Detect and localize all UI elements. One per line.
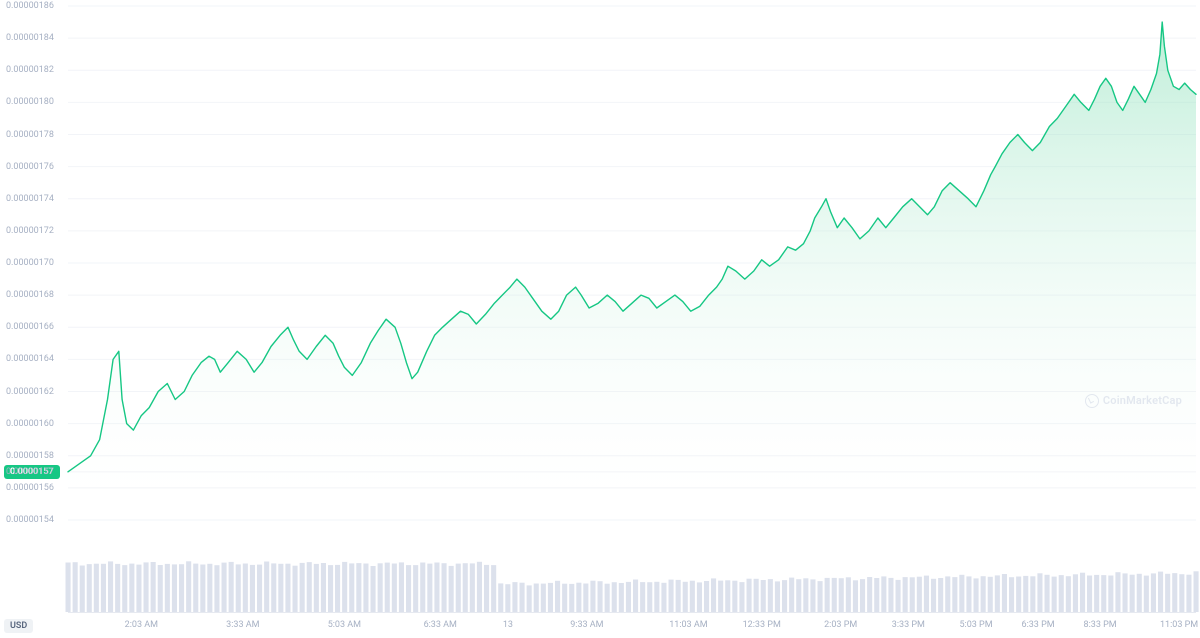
x-axis-label: 9:33 AM bbox=[570, 620, 603, 630]
y-axis-label: 0.00000184 bbox=[6, 33, 54, 43]
x-axis-label: 5:03 PM bbox=[959, 620, 992, 630]
watermark: CoinMarketCap bbox=[1085, 394, 1182, 408]
y-axis-label: 0.00000166 bbox=[6, 322, 54, 332]
watermark-text: CoinMarketCap bbox=[1103, 394, 1182, 407]
x-axis-label: 11:03 PM bbox=[1160, 620, 1198, 630]
x-axis-label: 5:03 AM bbox=[328, 620, 361, 630]
y-axis-label: 0.00000162 bbox=[6, 387, 54, 397]
y-axis-label: 0.00000157 bbox=[6, 467, 54, 477]
y-axis-label: 0.00000164 bbox=[6, 354, 54, 364]
y-axis-label: 0.00000180 bbox=[6, 97, 54, 107]
x-axis-label: 6:33 AM bbox=[424, 620, 457, 630]
watermark-icon bbox=[1085, 394, 1099, 408]
x-axis-label: 3:33 PM bbox=[892, 620, 925, 630]
y-axis-label: 0.00000160 bbox=[6, 419, 54, 429]
x-axis-label: 2:03 AM bbox=[125, 620, 158, 630]
y-axis-label: 0.00000186 bbox=[6, 1, 54, 11]
y-axis-label: 0.00000182 bbox=[6, 65, 54, 75]
x-axis-label: 13 bbox=[503, 620, 513, 630]
y-axis-label: 0.00000156 bbox=[6, 483, 54, 493]
chart-svg bbox=[0, 0, 1200, 638]
x-axis-label: 8:33 PM bbox=[1084, 620, 1117, 630]
currency-badge[interactable]: USD bbox=[4, 619, 33, 633]
y-axis-label: 0.00000158 bbox=[6, 451, 54, 461]
y-axis-label: 0.00000168 bbox=[6, 290, 54, 300]
x-axis-label: 12:33 PM bbox=[743, 620, 781, 630]
y-axis-label: 0.00000178 bbox=[6, 130, 54, 140]
price-chart: USD 0.0000157 CoinMarketCap 0.000001540.… bbox=[0, 0, 1200, 638]
y-axis-label: 0.00000176 bbox=[6, 162, 54, 172]
y-axis-label: 0.00000174 bbox=[6, 194, 54, 204]
x-axis-label: 3:33 AM bbox=[226, 620, 259, 630]
y-axis-label: 0.00000154 bbox=[6, 515, 54, 525]
x-axis-label: 11:03 AM bbox=[669, 620, 707, 630]
y-axis-label: 0.00000170 bbox=[6, 258, 54, 268]
x-axis-label: 2:03 PM bbox=[824, 620, 857, 630]
y-axis-label: 0.00000172 bbox=[6, 226, 54, 236]
x-axis-label: 6:33 PM bbox=[1022, 620, 1055, 630]
